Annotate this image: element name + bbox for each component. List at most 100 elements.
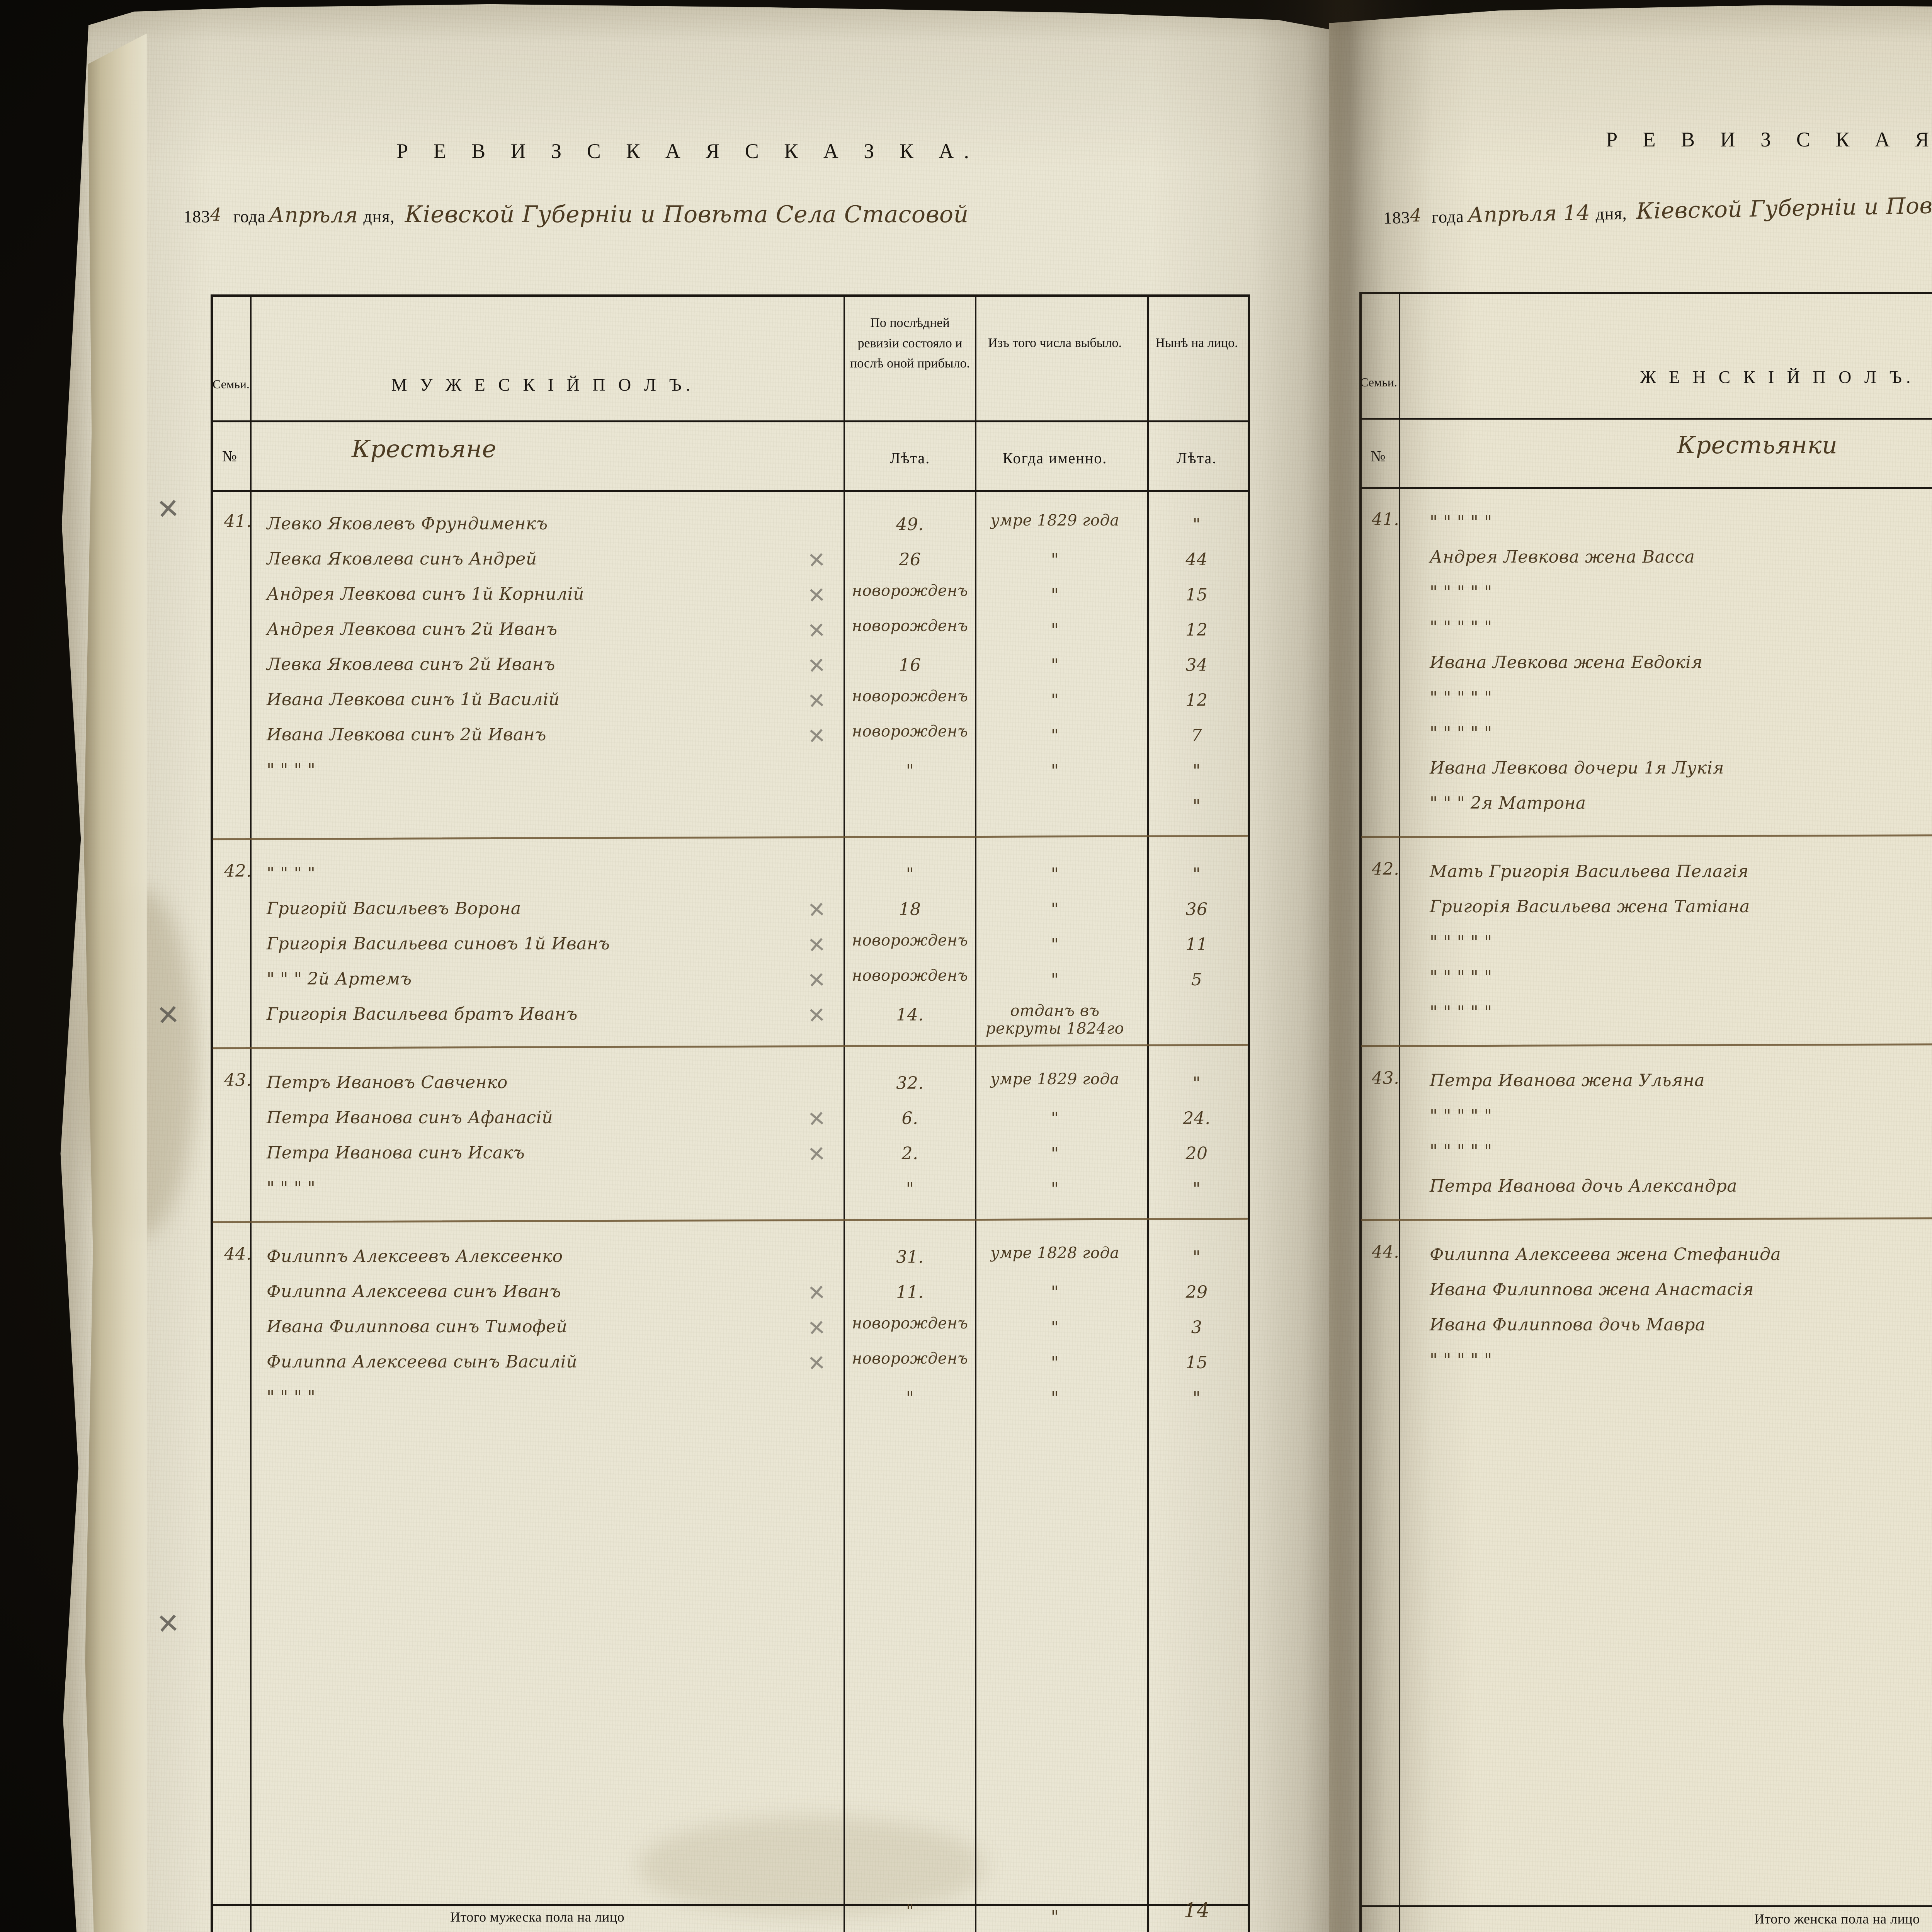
person-name-entry: " " " " " [1430, 1002, 1492, 1022]
cell-prev: 32. [896, 1073, 924, 1093]
column-divider-now [1147, 297, 1149, 1932]
cell-now: 29 [1185, 1282, 1208, 1302]
left-page-block-edge [83, 33, 147, 1932]
person-name-entry: Григорія Васильева жена Татіана [1430, 897, 1750, 917]
cell-out: " [1051, 1388, 1059, 1408]
totals-rule-top [213, 1904, 1248, 1906]
day-handwritten: 14 [1563, 200, 1590, 225]
row-check-mark: ✕ [806, 1002, 827, 1028]
cell-now: 12 [1185, 690, 1208, 710]
row-check-mark: ✕ [806, 1350, 827, 1376]
row-check-mark: ✕ [806, 1141, 827, 1167]
person-name-entry: " " " " " [1430, 932, 1492, 952]
cell-out: " [1051, 1282, 1059, 1302]
person-name-entry: Ивана Левкова жена Евдокія [1430, 653, 1703, 672]
column-header-family-number: № [1371, 447, 1386, 465]
cell-now: 24. [1183, 1109, 1211, 1128]
cell-prev: новорожденъ [852, 723, 968, 740]
person-name-entry: Ивана Филиппова синъ Тимофей [267, 1317, 568, 1337]
person-name-entry: " " " " " [1430, 1141, 1492, 1161]
row-check-mark: ✕ [806, 582, 827, 608]
left-page-title: Р Е В И З С К А Я С К А З К А. [396, 139, 979, 163]
column-divider-out [975, 297, 976, 1932]
column-header-female-sex: Ж Е Н С К І Й П О Л Ъ. [1640, 367, 1915, 387]
cell-now: 11 [1185, 935, 1208, 954]
cell-prev: новорожденъ [852, 1350, 968, 1367]
person-name-entry: Петра Иванова жена Ульяна [1430, 1071, 1705, 1090]
cell-out: " [1051, 620, 1059, 640]
cell-out: " [1051, 761, 1059, 781]
row-check-mark: ✕ [806, 897, 827, 923]
family-number: 42. [1372, 859, 1400, 879]
cell-prev: " [906, 1388, 914, 1408]
person-name-entry: " " " " [267, 760, 316, 780]
cell-out: " [1051, 900, 1059, 919]
person-name-entry: Филиппъ Алексеевъ Алексеенко [267, 1247, 563, 1266]
place-handwritten: Кіевской Губерніи и Повѣта Села Стасовой [1636, 187, 1932, 224]
cell-prev: новорожденъ [852, 582, 968, 600]
column-header-present: Нынѣ на лицо. [1155, 336, 1238, 350]
family-number: 41. [224, 512, 252, 531]
margin-check-mark: ✕ [155, 999, 181, 1032]
column-divider-family [250, 297, 252, 1932]
cell-out: " [1051, 1353, 1059, 1372]
cell-now: " [1192, 1247, 1201, 1267]
right-page-dateline: 183 4 года Апрѣля 14 дня, Кіевской Губер… [1383, 187, 1932, 229]
cell-prev: 6. [901, 1109, 918, 1128]
person-name-entry: " " " " [267, 1387, 316, 1407]
person-name-entry: Петръ Ивановъ Савченко [267, 1073, 508, 1092]
right-table [1359, 292, 1932, 1932]
person-name-entry: Петра Иванова дочь Александра [1430, 1176, 1738, 1196]
cell-now: 34 [1185, 655, 1208, 675]
totals-rule-top [1362, 1905, 1932, 1907]
left-table [211, 294, 1250, 1932]
cell-out: умре 1829 года [990, 1070, 1119, 1088]
person-name-entry: Ивана Левкова дочери 1я Лукія [1430, 758, 1724, 778]
person-name-entry: " " " " " [1430, 688, 1492, 707]
person-name-entry: " " " " " [1430, 967, 1492, 987]
cell-out: " [1051, 655, 1059, 675]
person-name-entry: Петра Иванова синъ Афанасій [267, 1108, 553, 1128]
cell-prev: " [906, 761, 914, 781]
cell-out: отданъ въ рекруты 1824го [985, 1002, 1124, 1037]
year-handwritten: 4 [1410, 204, 1422, 226]
cell-out: умре 1829 года [990, 512, 1119, 529]
column-divider-family [1399, 294, 1400, 1932]
cell-now: " [1192, 864, 1201, 884]
family-number: 42. [224, 861, 252, 881]
person-name-entry: " " " " " [1430, 723, 1492, 743]
cell-out: умре 1828 года [990, 1244, 1119, 1262]
header-rule-1 [1362, 418, 1932, 420]
row-check-mark: ✕ [806, 723, 827, 749]
person-name-entry: " " " 2я Матрона [1430, 793, 1586, 813]
family-number: 43. [1372, 1068, 1400, 1088]
column-header-male-sex: М У Ж Е С К І Й П О Л Ъ. [391, 375, 695, 395]
cell-prev: 14. [896, 1005, 924, 1025]
left-total-now: 14 [1184, 1899, 1210, 1922]
person-name-entry: Андрея Левкова жена Васса [1430, 547, 1695, 567]
cell-prev: " [906, 1179, 914, 1199]
person-name-entry: " " " " " [1430, 582, 1492, 602]
column-header-estate-handwritten: Крестьяне [352, 435, 497, 463]
place-handwritten: Кіевской Губерніи и Повѣта Села Стасовой [405, 201, 969, 228]
person-name-entry: Мать Григорія Васильева Пелагія [1430, 862, 1749, 881]
left-page-dateline: 183 4 года Апрѣля дня, Кіевской Губерніи… [184, 201, 969, 228]
row-check-mark: ✕ [806, 1280, 827, 1306]
column-header-years-now: Лѣта. [1176, 449, 1217, 467]
cell-now: 20 [1185, 1144, 1208, 1163]
column-header-family: Семьи. [1360, 375, 1397, 389]
right-total-label: Итого женска пола на лицо [1754, 1911, 1920, 1927]
column-header-family: Семьи. [213, 377, 250, 391]
cell-now: 44 [1185, 550, 1208, 570]
person-name-entry: Андрея Левкова синъ 1й Корнилій [267, 584, 585, 604]
column-divider-prev [844, 297, 845, 1932]
column-header-years-prev: Лѣта. [889, 449, 930, 467]
cell-now: 7 [1191, 726, 1202, 745]
cell-out: " [1051, 550, 1059, 570]
left-total-label: Итого мужеска пола на лицо [450, 1909, 625, 1925]
person-name-entry: Григорія Васильева синовъ 1й Иванъ [267, 934, 610, 954]
person-name-entry: Ивана Филиппова дочь Мавра [1430, 1315, 1706, 1335]
cell-prev: 26 [899, 550, 921, 570]
family-number: 44. [224, 1244, 252, 1264]
